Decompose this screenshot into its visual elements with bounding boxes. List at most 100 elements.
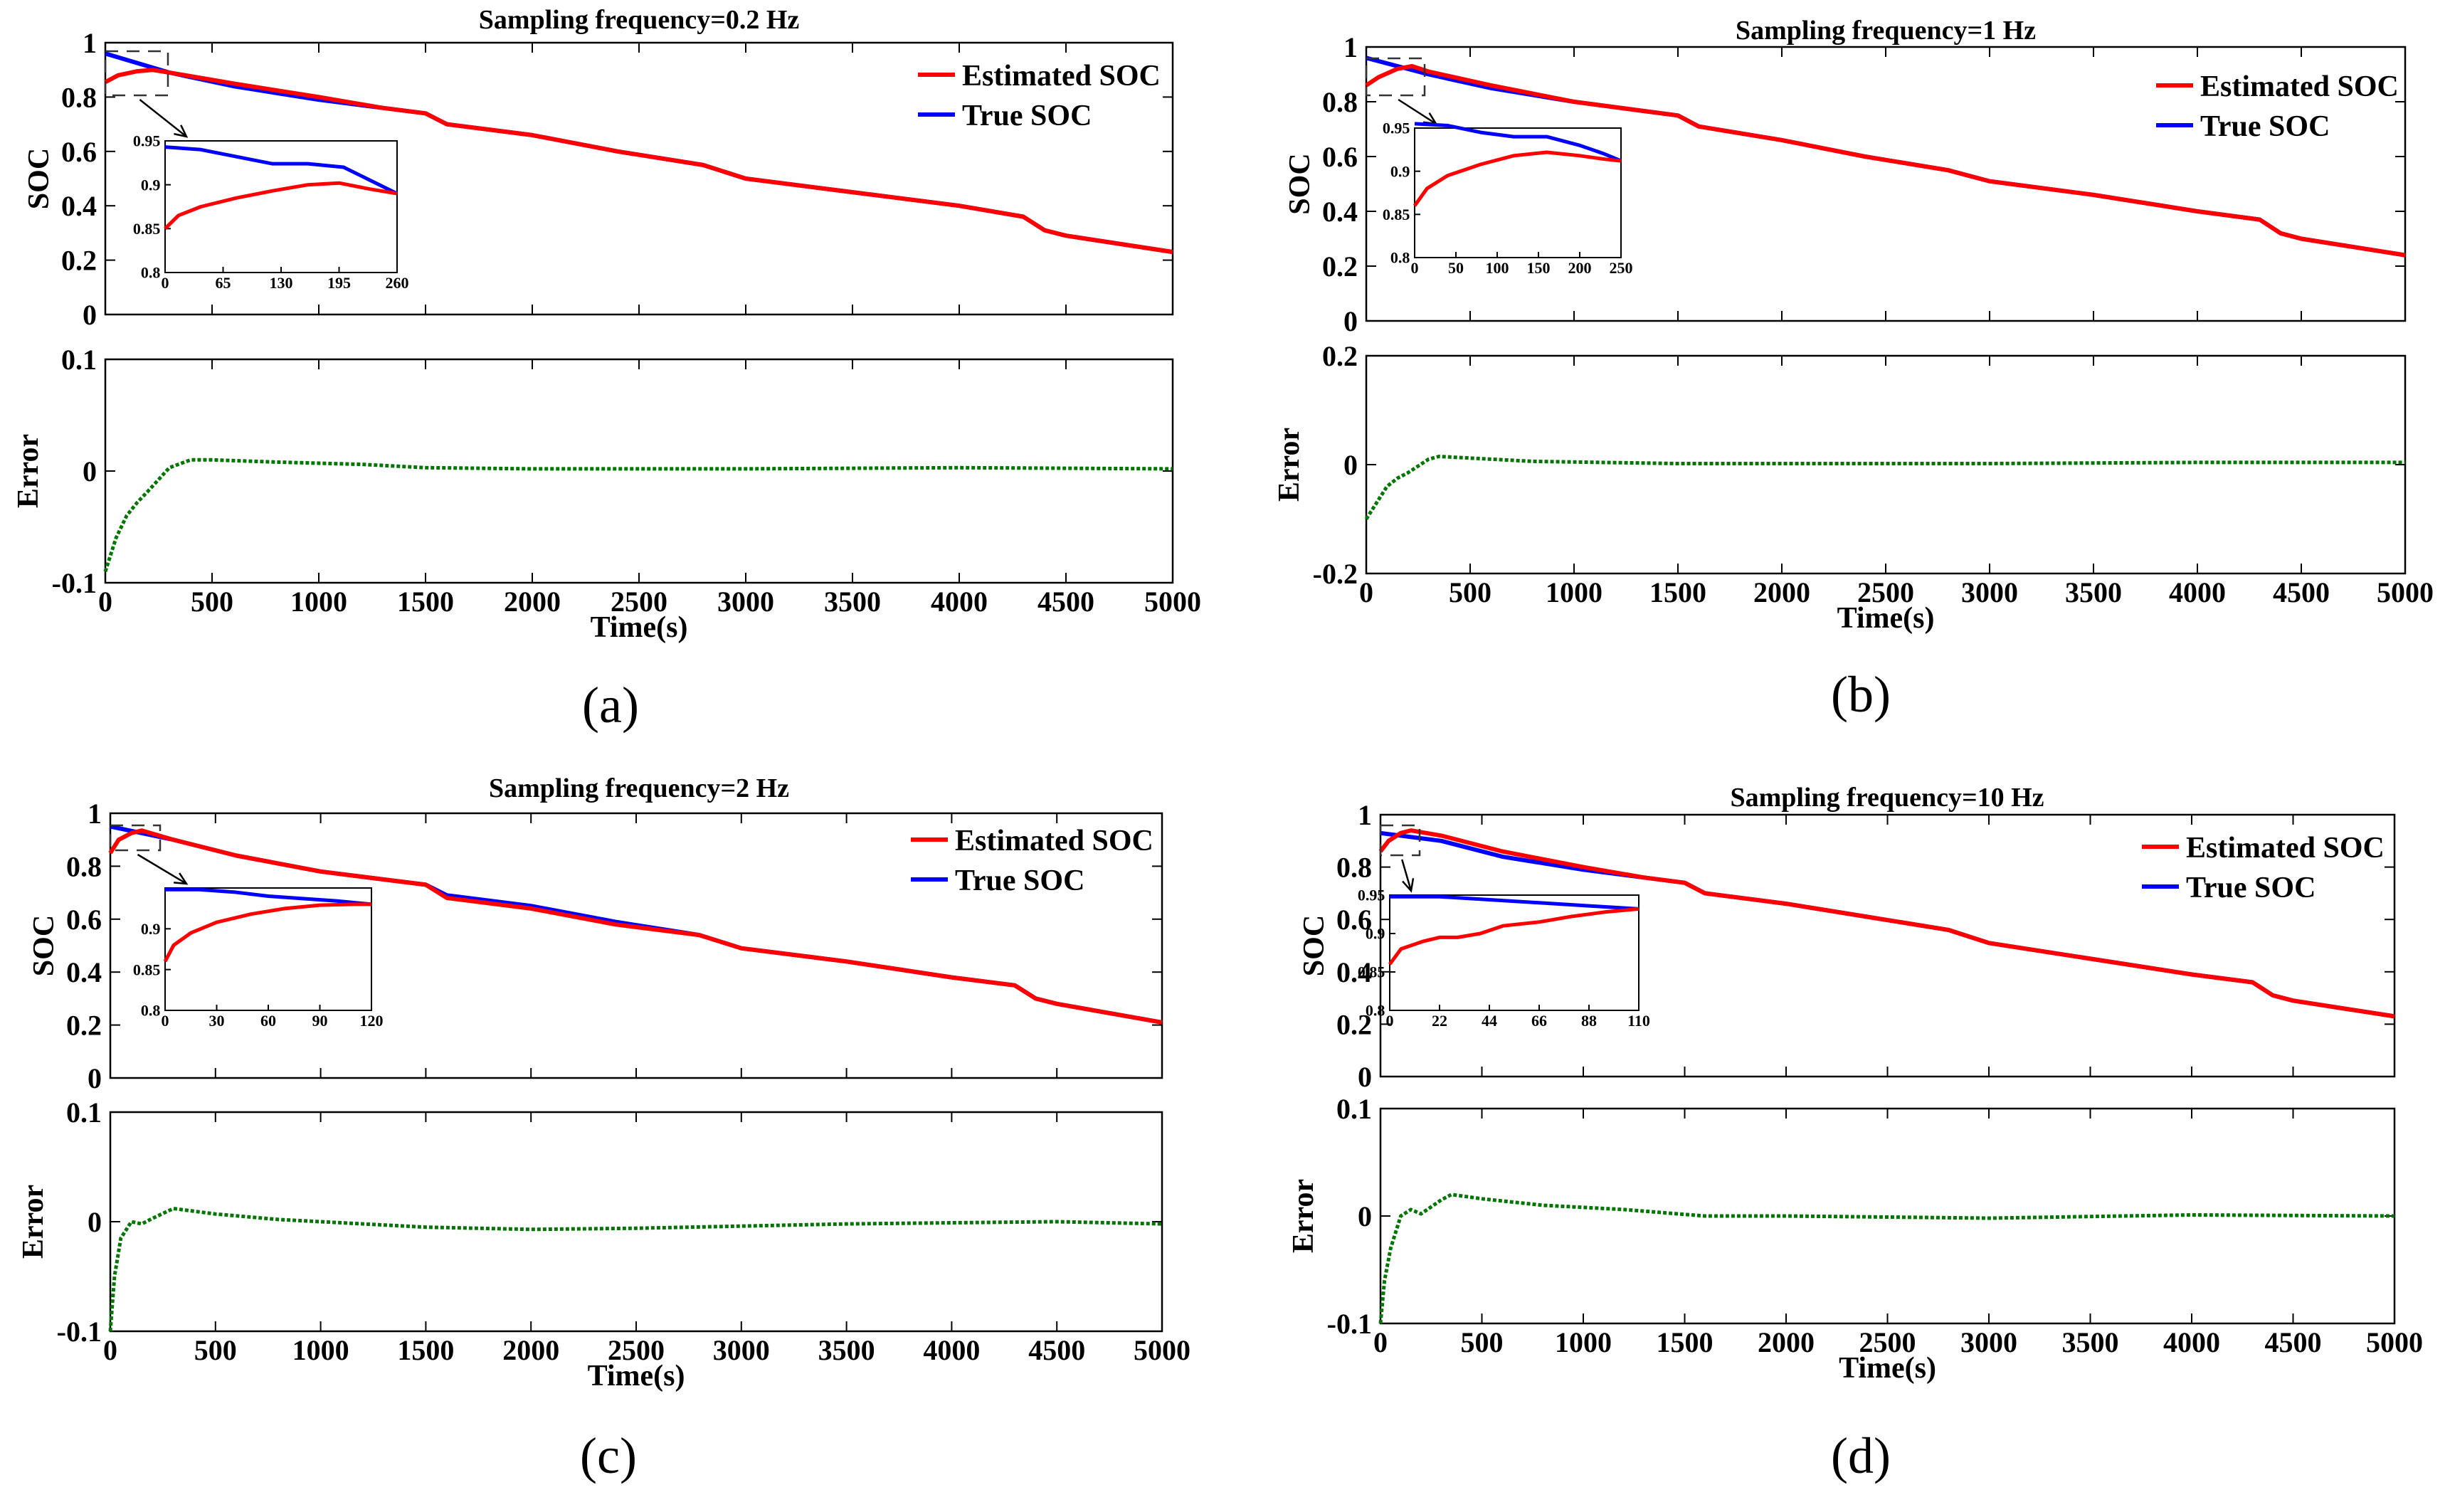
legend-label: True SOC	[2186, 872, 2316, 904]
error-axes-xtick-label: 4500	[1037, 586, 1094, 618]
inset-axes-ytick-label: 0.85	[1383, 206, 1410, 223]
panel-c: Sampling frequency=2 Hz (c) 0 0.2 0.4 0.6 0.8 1…	[17, 773, 1190, 1484]
soc-axes-ytick-label: 0.8	[61, 81, 97, 113]
soc-axes-ytick-label: 0	[1343, 305, 1358, 337]
soc-axes-ytick-label: 0	[88, 1062, 102, 1094]
zoom-arrow	[1401, 859, 1413, 892]
error-axes-xtick-label: 1500	[397, 586, 454, 618]
error-axes-xtick-label: 500	[191, 586, 233, 618]
inset-axes-ytick-label: 0.85	[133, 961, 161, 978]
error-axes-ytick-label: 0.1	[1336, 1093, 1372, 1125]
inset-axes-series-estimated-soc	[164, 181, 398, 231]
soc-axes-ytick-label: 0.8	[66, 850, 102, 882]
panel-a: Sampling frequency=0.2 Hz (a) 0 0.2 0.4 0.6 0.…	[12, 5, 1201, 734]
legend-label: True SOC	[962, 100, 1092, 132]
soc-axes-ytick-label: 1	[83, 27, 97, 59]
zoom-arrow	[139, 99, 187, 137]
soc-axes-ytick-label: 0.4	[1322, 196, 1358, 228]
inset-axes-xtick-label: 150	[1527, 259, 1551, 277]
error-axes-ytick-label: -0.2	[1313, 558, 1358, 590]
zoom-arrow	[137, 853, 187, 885]
soc-axes-ytick-label: 0.2	[1336, 1008, 1372, 1040]
soc-axes-ytick-label: 0.4	[1336, 956, 1372, 988]
soc-axes-ytick-label: 0.6	[1322, 141, 1358, 173]
error-axes-xtick-label: 1500	[1649, 576, 1706, 608]
inset-axes-series-true-soc	[1390, 894, 1640, 911]
soc-axes-ytick-label: 0.8	[1336, 852, 1372, 884]
inset-axes-xtick-label: 65	[216, 274, 231, 292]
inset-axes-xtick-label: 120	[360, 1012, 384, 1030]
soc-axes-ytick-label: 0.4	[66, 956, 102, 988]
error-axes-xtick-label: 1500	[1657, 1326, 1714, 1358]
error-axes-xtick-label: 0	[98, 586, 112, 618]
legend-label: Estimated SOC	[2186, 832, 2385, 865]
legend-label: True SOC	[2200, 110, 2330, 143]
inset-axes-xtick-label: 130	[270, 274, 293, 292]
error-xlabel: Time(s)	[1839, 1352, 1936, 1385]
error-axes-xtick-label: 5000	[2366, 1326, 2423, 1358]
error-axes-xtick-label: 2500	[608, 1334, 665, 1366]
soc-axes-series-estimated-soc	[1365, 63, 2406, 258]
inset-axes-ytick-label: 0.9	[141, 176, 161, 194]
soc-axes-series-estimated-soc	[108, 828, 1163, 1025]
error-axes-xtick-label: 1000	[290, 586, 347, 618]
error-axes-xtick-label: 2000	[504, 586, 561, 618]
soc-axes-series-estimated-soc	[1378, 828, 2395, 1019]
error-axes-xtick-label: 2000	[502, 1334, 559, 1366]
inset-axes-xtick-label: 260	[386, 274, 409, 292]
inset-axes-ytick-label: 0.95	[133, 132, 161, 150]
inset-axes-ytick-label: 0.8	[141, 264, 161, 282]
soc-ylabel: SOC	[1284, 153, 1316, 214]
inset-axes-xtick-label: 50	[1448, 259, 1464, 277]
inset-axes-ytick-label: 0.8	[1366, 1002, 1385, 1020]
inset-axes-series-true-soc	[165, 887, 372, 906]
error-axes-xtick-label: 4000	[931, 586, 988, 618]
inset-axes-ytick-label: 0.9	[1366, 925, 1385, 943]
zoom-region-marker	[104, 50, 169, 97]
soc-axes-series-estimated-soc	[104, 68, 1173, 255]
soc-axes-ytick-label: 0	[83, 299, 97, 331]
inset-axes-xtick-label: 0	[1411, 259, 1419, 277]
inset-axes-xtick-label: 30	[209, 1012, 225, 1030]
zoom-region-marker	[1379, 824, 1421, 857]
inset-axes-ytick-label: 0.8	[141, 1002, 161, 1020]
soc-ylabel: SOC	[28, 915, 60, 976]
error-axes-xtick-label: 0	[1359, 576, 1373, 608]
error-axes-xtick-label: 0	[1373, 1326, 1388, 1358]
error-axes-xtick-label: 3500	[2065, 576, 2122, 608]
error-axes-xtick-label: 2500	[1859, 1326, 1916, 1358]
inset-axes-xtick-label: 0	[162, 274, 169, 292]
error-axes-ytick-label: -0.1	[52, 567, 97, 599]
soc-axes-ytick-label: 0.6	[1336, 904, 1372, 936]
error-axes-ytick-label: 0	[88, 1206, 102, 1238]
soc-axes-ytick-label: 0	[1358, 1061, 1372, 1093]
legend-label: True SOC	[955, 865, 1084, 897]
soc-axes-ytick-label: 0.2	[66, 1010, 102, 1042]
soc-axes-ytick-label: 0.4	[61, 190, 97, 222]
inset-axes-xtick-label: 88	[1581, 1012, 1597, 1030]
error-axes-xtick-label: 4000	[2163, 1326, 2220, 1358]
error-axes-xtick-label: 3000	[717, 586, 774, 618]
soc-axes-ytick-label: 0.6	[66, 904, 102, 936]
inset-axes-ytick-label: 0.95	[1358, 887, 1385, 904]
inset-axes-xtick-label: 100	[1486, 259, 1509, 277]
inset-axes-ytick-label: 0.9	[141, 920, 161, 938]
error-axes-xtick-label: 3500	[818, 1334, 875, 1366]
error-axes-series-error	[1364, 455, 2405, 520]
inset-axes-xtick-label: 195	[327, 274, 351, 292]
error-axes-xtick-label: 2500	[611, 586, 667, 618]
error-axes-xtick-label: 2000	[1753, 576, 1810, 608]
inset-axes-ytick-label: 0.95	[1383, 120, 1410, 137]
inset-axes-ytick-label: 0.85	[1358, 963, 1385, 981]
error-ylabel: Error	[1273, 428, 1306, 502]
error-axes-xtick-label: 4500	[1028, 1334, 1085, 1366]
error-axes-xtick-label: 5000	[2377, 576, 2434, 608]
error-axes-xtick-label: 1000	[292, 1334, 349, 1366]
legend-label: Estimated SOC	[955, 825, 1153, 857]
error-axes-xtick-label: 5000	[1134, 1334, 1190, 1366]
error-axes-frame	[104, 358, 1174, 584]
error-ylabel: Error	[17, 1185, 50, 1259]
zoom-region-marker	[1365, 57, 1426, 97]
error-axes-xtick-label: 3500	[2062, 1326, 2119, 1358]
